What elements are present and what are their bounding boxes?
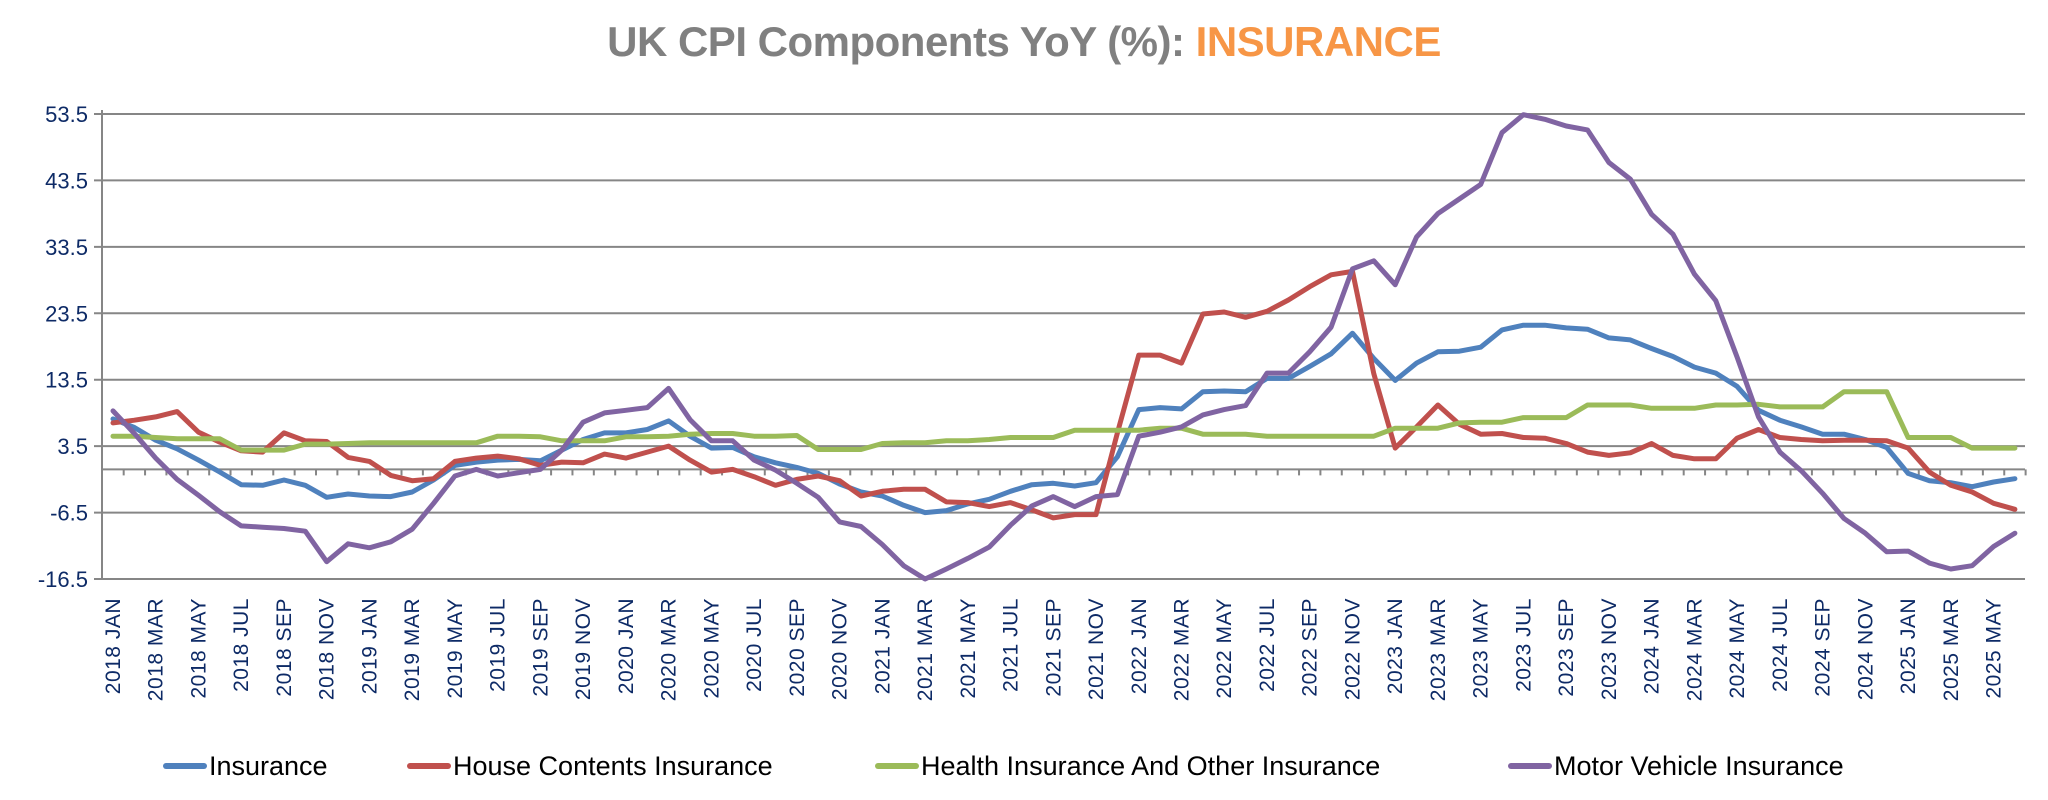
x-tick-label: 2025 MAY — [1983, 598, 2006, 699]
x-tick-label: 2021 JAN — [871, 598, 894, 694]
legend-item-motor-vehicle[interactable]: Motor Vehicle Insurance — [1508, 748, 1844, 784]
x-tick-label: 2023 MAR — [1427, 598, 1450, 701]
x-tick-label: 2021 JUL — [1000, 598, 1023, 692]
chart-title: UK CPI Components YoY (%): INSURANCE — [0, 18, 2048, 66]
chart-title-main: UK CPI Components YoY (%): — [607, 18, 1196, 65]
legend-label-health: Health Insurance And Other Insurance — [921, 750, 1381, 781]
x-tick-label: 2024 SEP — [1812, 598, 1835, 697]
legend-swatch-house-contents — [407, 763, 451, 769]
legend-item-insurance[interactable]: Insurance — [163, 748, 328, 784]
y-tick-label: 23.5 — [45, 301, 88, 326]
x-tick-label: 2020 MAY — [700, 598, 723, 699]
x-tick-label: 2024 MAR — [1683, 598, 1706, 701]
x-tick-label: 2022 NOV — [1341, 598, 1364, 700]
x-tick-label: 2021 SEP — [1042, 598, 1065, 697]
legend-label-insurance: Insurance — [209, 750, 328, 781]
x-tick-label: 2018 JUL — [230, 598, 253, 692]
x-tick-label: 2024 JAN — [1641, 598, 1664, 694]
x-tick-label: 2024 MAY — [1726, 598, 1749, 699]
gridlines — [94, 113, 2025, 580]
x-tick-label: 2021 NOV — [1085, 598, 1108, 700]
legend-swatch-insurance — [163, 763, 207, 769]
x-tick-label: 2021 MAR — [914, 598, 937, 701]
x-tick-label: 2019 NOV — [572, 598, 595, 700]
x-tick-label: 2022 JAN — [1128, 598, 1151, 694]
y-tick-label: 3.5 — [57, 434, 88, 459]
x-tick-label: 2023 JAN — [1384, 598, 1407, 694]
x-tick-label: 2019 MAY — [444, 598, 467, 699]
x-tick-label: 2018 JAN — [102, 598, 125, 694]
x-tick-label: 2023 NOV — [1598, 598, 1621, 700]
legend-label-house-contents: House Contents Insurance — [453, 750, 773, 781]
series-line-health-insurance-and-other-insurance — [110, 389, 2018, 453]
x-tick-label: 2018 SEP — [273, 598, 296, 697]
x-tick-label: 2022 MAR — [1171, 598, 1194, 701]
x-tick-label: 2023 MAY — [1470, 598, 1493, 699]
legend-item-house-contents[interactable]: House Contents Insurance — [407, 748, 773, 784]
x-tick-label: 2019 SEP — [529, 598, 552, 697]
x-tick-label: 2024 JUL — [1769, 598, 1792, 692]
x-tick-label: 2020 JAN — [615, 598, 638, 694]
x-tick-label: 2018 NOV — [316, 598, 339, 700]
legend-label-motor-vehicle: Motor Vehicle Insurance — [1554, 750, 1844, 781]
legend-item-health[interactable]: Health Insurance And Other Insurance — [875, 748, 1380, 784]
series-line-house-contents-insurance — [110, 268, 2018, 521]
x-tick-label: 2020 MAR — [658, 598, 681, 701]
y-tick-label: 33.5 — [45, 235, 88, 260]
legend: Insurance House Contents Insurance Healt… — [0, 748, 2048, 784]
x-tick-label: 2022 JUL — [1256, 598, 1279, 692]
x-tick-label: 2023 JUL — [1512, 598, 1535, 692]
x-tick-label: 2019 JUL — [487, 598, 510, 692]
y-tick-label: 13.5 — [45, 368, 88, 393]
legend-swatch-motor-vehicle — [1508, 763, 1552, 769]
x-tick-label: 2025 JAN — [1897, 598, 1920, 694]
x-tick-label: 2020 JUL — [743, 598, 766, 692]
x-tick-label: 2022 SEP — [1299, 598, 1322, 697]
chart-title-highlight: INSURANCE — [1195, 18, 1442, 65]
x-tick-label: 2021 MAY — [957, 598, 980, 699]
x-tick-label: 2020 NOV — [829, 598, 852, 700]
series-line-insurance — [110, 322, 2018, 516]
x-axis-tick-labels: 2018 JAN 2018 MAR 2018 MAY 2018 JUL 2018 SEP… — [102, 598, 2006, 701]
x-tick-label: 2019 JAN — [358, 598, 381, 694]
y-tick-label: 43.5 — [45, 168, 88, 193]
data-series — [110, 112, 2018, 582]
x-tick-label: 2020 SEP — [786, 598, 809, 697]
x-tick-label: 2022 MAY — [1213, 598, 1236, 699]
x-tick-label: 2023 SEP — [1555, 598, 1578, 697]
y-tick-label: -6.5 — [50, 501, 88, 526]
x-tick-label: 2018 MAR — [145, 598, 168, 701]
series-line-motor-vehicle-insurance — [110, 112, 2018, 582]
axes — [101, 110, 2027, 579]
y-axis-tick-labels: 53.5 43.5 33.5 23.5 13.5 3.5 -6.5 -16.5 — [38, 102, 88, 592]
legend-swatch-health — [875, 763, 919, 769]
x-tick-label: 2024 NOV — [1854, 598, 1877, 700]
x-tick-label: 2025 MAR — [1940, 598, 1963, 701]
y-tick-label: -16.5 — [38, 567, 88, 592]
x-tick-label: 2018 MAY — [187, 598, 210, 699]
y-tick-label: 53.5 — [45, 102, 88, 127]
x-tick-label: 2019 MAR — [401, 598, 424, 701]
